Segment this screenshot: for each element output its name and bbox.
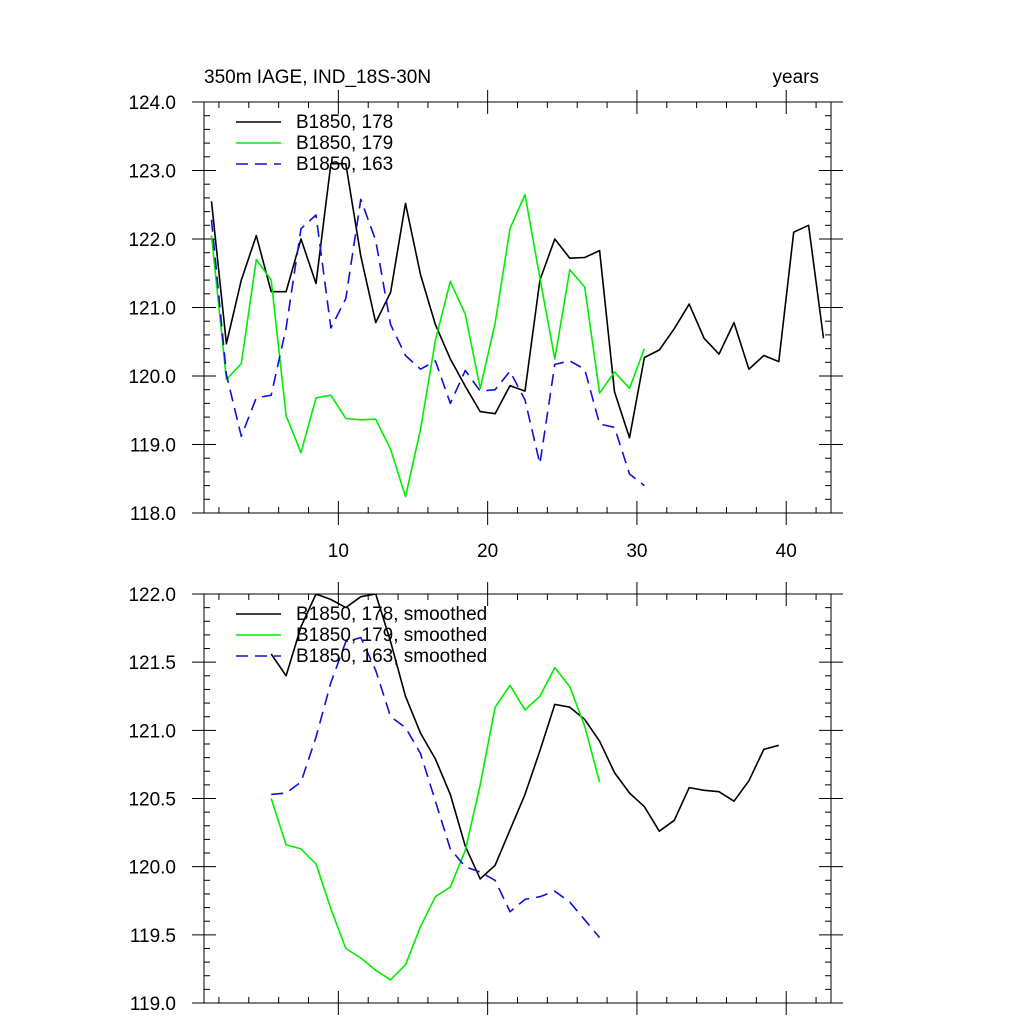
x-tick-label: 30 — [626, 541, 647, 562]
top-panel-unit-label: years — [773, 67, 819, 88]
series-line-3 — [271, 636, 601, 939]
legend-label: B1850, 163 — [296, 154, 393, 175]
y-tick-label: 121.0 — [128, 299, 176, 320]
y-tick-label: 120.0 — [128, 858, 176, 879]
series-line-3 — [210, 198, 645, 487]
y-tick-label: 120.0 — [128, 367, 176, 388]
y-tick-label: 122.0 — [128, 585, 176, 606]
y-tick-label: 120.5 — [128, 790, 176, 811]
series-line-1 — [210, 162, 825, 439]
y-tick-label: 123.0 — [128, 162, 176, 183]
series-line-1 — [270, 594, 780, 880]
legend-label: B1850, 178 — [296, 112, 393, 133]
legend-label: B1850, 179, smoothed — [296, 625, 487, 646]
y-tick-label: 121.5 — [128, 653, 176, 674]
y-tick-label: 118.0 — [130, 504, 176, 525]
top-panel-title: 350m IAGE, IND_18S-30N — [204, 67, 431, 88]
top-panel: 350m IAGE, IND_18S-30N years 10 20 30 40 118… — [128, 67, 843, 562]
x-tick-label: 10 — [328, 541, 349, 562]
series-line-2 — [210, 193, 646, 498]
y-tick-label: 119.0 — [130, 994, 176, 1015]
legend-label: B1850, 178, smoothed — [296, 604, 487, 625]
x-tick-label: 20 — [477, 541, 498, 562]
legend-label: B1850, 163, smoothed — [296, 646, 487, 667]
x-tick-label: 40 — [776, 541, 797, 562]
y-tick-label: 124.0 — [128, 93, 176, 114]
y-tick-label: 119.0 — [130, 436, 176, 457]
y-tick-label: 119.5 — [130, 926, 176, 947]
y-tick-label: 121.0 — [128, 721, 176, 742]
legend-label: B1850, 179 — [296, 133, 393, 154]
y-tick-label: 122.0 — [128, 230, 176, 251]
bottom-panel: 119.0 119.5 120.0 120.5 121.0 121.5 122.0 B1850… — [128, 582, 843, 1015]
series-line-2 — [270, 666, 601, 981]
